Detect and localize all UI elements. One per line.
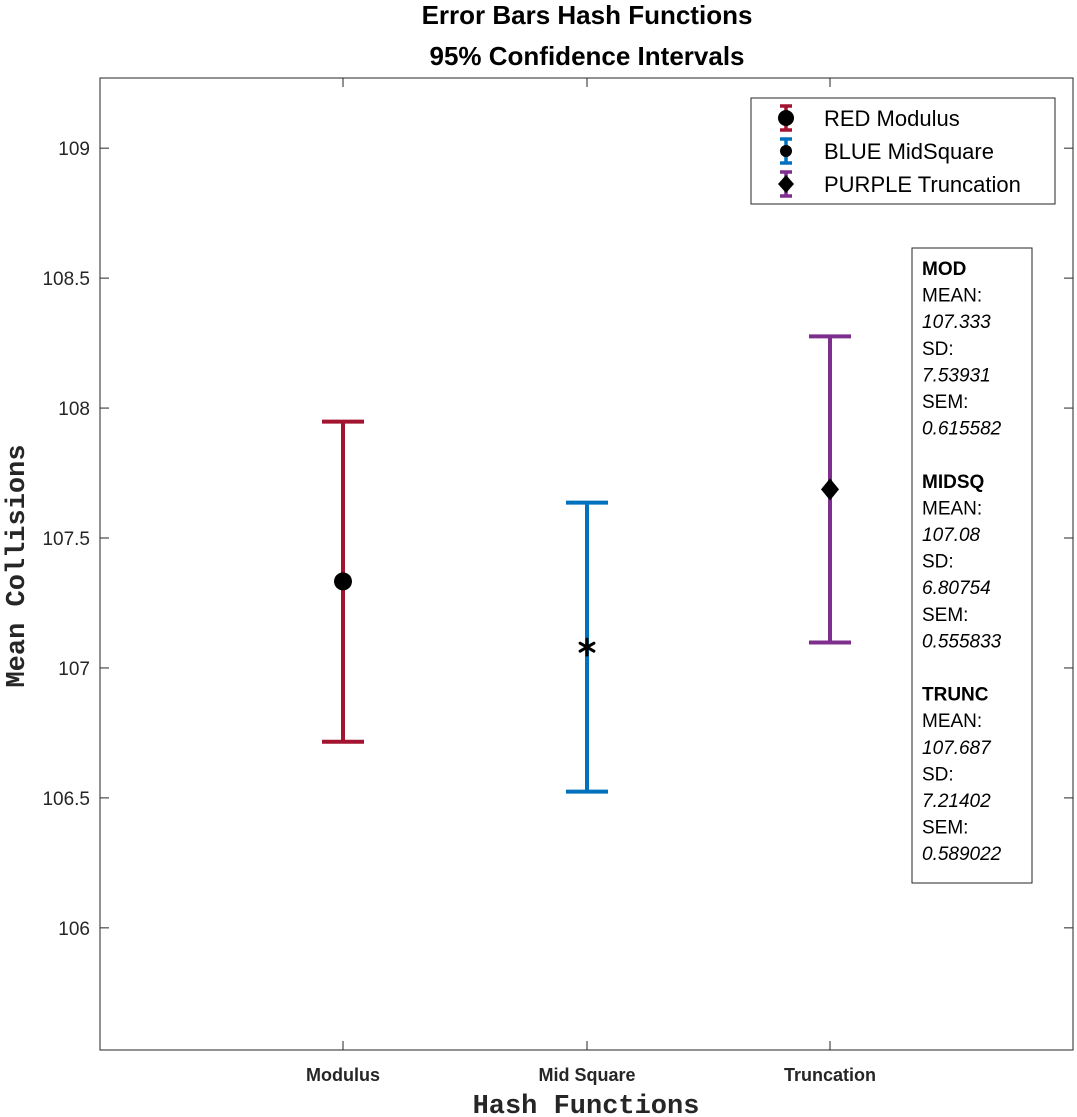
mean-marker-stroke	[578, 641, 596, 653]
y-tick-label: 107	[58, 659, 90, 680]
x-tick-label: Truncation	[784, 1065, 876, 1085]
y-axis: 106 106.5 107 107.5 108 108.5 109	[42, 139, 1073, 940]
x-tick-label: Modulus	[306, 1065, 380, 1085]
legend-box	[750, 97, 1056, 205]
legend: RED Modulus BLUE MidSquare PURPLE Truncati…	[750, 97, 1056, 205]
legend-label-1: BLUE MidSquare	[824, 139, 994, 164]
x-axis: Modulus Mid Square Truncation	[306, 78, 876, 1085]
annotation-value: 0.615582	[922, 419, 1002, 440]
mean-marker	[578, 637, 596, 657]
annotation-value: 0.555833	[922, 631, 1002, 652]
annotation-label: SD:	[922, 339, 954, 360]
x-axis-label: Hash Functions	[473, 1092, 700, 1117]
annotation-label: SEM:	[922, 818, 968, 839]
y-tick-label: 107.5	[42, 529, 90, 550]
annotation-heading: MOD	[922, 259, 966, 280]
error-bar-truncation	[809, 334, 851, 645]
legend-label-0: RED Modulus	[824, 106, 960, 131]
chart-title-line-2: 95% Confidence Intervals	[430, 41, 745, 71]
annotation-label: SEM:	[922, 392, 968, 413]
chart-title-line-1: Error Bars Hash Functions	[422, 0, 753, 30]
legend-marker-2	[778, 175, 794, 193]
y-tick-label: 106.5	[42, 789, 90, 810]
annotation-value: 6.80754	[922, 578, 991, 599]
annotation-label: MEAN:	[922, 498, 982, 519]
x-tick-label: Mid Square	[538, 1065, 635, 1085]
error-bar-modulus	[322, 419, 364, 744]
annotation-label: SEM:	[922, 605, 968, 626]
annotation-heading: TRUNC	[922, 685, 989, 706]
statistics-annotation: MOD MEAN: 107.333 SD: 7.53931 SEM: 0.615582 MID…	[911, 247, 1033, 884]
annotation-label: MEAN:	[922, 711, 982, 732]
y-tick-label: 106	[58, 919, 90, 940]
error-bars	[322, 334, 851, 794]
legend-label-2: PURPLE Truncation	[824, 172, 1021, 197]
annotation-value: 0.589022	[922, 844, 1002, 865]
annotation-box	[911, 247, 1033, 884]
mean-marker	[821, 478, 839, 501]
annotation-label: SD:	[922, 764, 954, 785]
y-axis-label: Mean Collisions	[3, 444, 33, 687]
error-bar-mid-square	[566, 500, 608, 794]
annotation-label: MEAN:	[922, 286, 982, 307]
annotation-value: 107.687	[922, 738, 992, 759]
annotation-heading: MIDSQ	[922, 472, 984, 493]
y-tick-label: 108.5	[42, 269, 90, 290]
annotation-value: 7.21402	[922, 791, 991, 812]
annotation-label: SD:	[922, 552, 954, 573]
y-tick-label: 109	[58, 139, 90, 160]
annotation-value: 107.08	[922, 525, 981, 546]
annotation-value: 7.53931	[922, 365, 991, 386]
legend-marker-0	[778, 110, 794, 126]
y-tick-label: 108	[58, 399, 90, 420]
mean-marker	[334, 572, 352, 591]
annotation-value: 107.333	[922, 312, 991, 333]
legend-marker-1	[780, 145, 792, 157]
